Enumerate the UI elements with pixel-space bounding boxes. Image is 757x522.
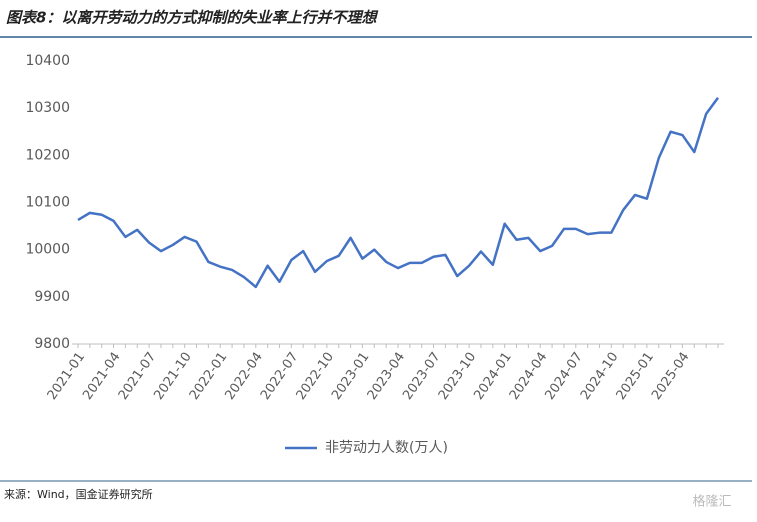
legend-label: 非劳动力人数(万人) [325, 440, 448, 456]
y-tick-label: 10200 [25, 147, 70, 163]
y-tick-label: 9800 [34, 336, 70, 352]
chart-title: 图表8：以离开劳动力的方式抑制的失业率上行并不理想 [6, 9, 378, 27]
y-tick-label: 10300 [25, 100, 70, 116]
source: 来源：Wind，国金证券研究所 [4, 487, 153, 501]
line [77, 97, 720, 289]
y-tick-label: 9900 [34, 289, 70, 305]
y-tick-label: 10000 [25, 242, 70, 258]
y-tick-label: 10100 [25, 195, 70, 211]
watermark: 格隆汇 [692, 494, 731, 510]
y-tick-label: 10400 [25, 53, 70, 69]
